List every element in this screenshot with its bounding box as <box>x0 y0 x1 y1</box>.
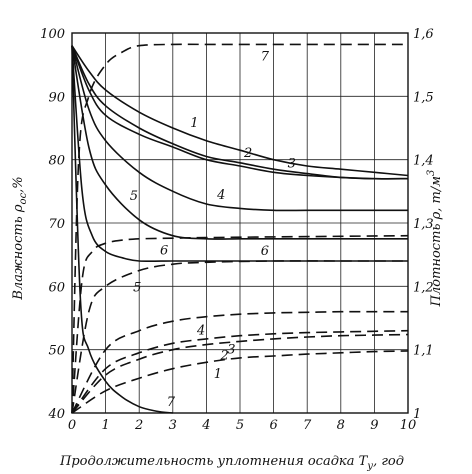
y-right-tick-label: 1,2 <box>413 280 434 295</box>
y-right-tick-label: 1,4 <box>413 154 434 169</box>
curve-label: 7 <box>167 395 176 410</box>
curve-label: 1 <box>190 116 198 131</box>
curve-label: 5 <box>133 280 141 295</box>
x-tick-label: 5 <box>236 418 244 433</box>
y-right-tick-label: 1 <box>413 407 421 422</box>
curve-label: 4 <box>216 188 225 203</box>
y-right-tick-label: 1,3 <box>413 217 434 232</box>
curve-label: 4 <box>196 324 205 339</box>
curves <box>71 43 409 414</box>
x-tick-label: 10 <box>400 418 417 433</box>
x-axis-title: Продолжительность уплотнения осадка Tу, … <box>59 454 404 472</box>
series-moisture-4 <box>71 45 408 212</box>
y-left-tick-label: 80 <box>48 154 65 169</box>
series-density-1 <box>71 350 409 414</box>
grid <box>71 32 409 414</box>
x-tick-label: 0 <box>68 418 76 433</box>
curve-label: 6 <box>160 244 168 259</box>
series-moisture-5 <box>71 45 408 240</box>
y-right-axis-title: Плотность ρ, т/м3 <box>426 170 444 308</box>
curve-label: 1 <box>214 367 222 382</box>
y-right-tick-label: 1,1 <box>413 344 434 359</box>
y-left-tick-label: 40 <box>47 407 65 422</box>
y-left-tick-label: 60 <box>48 280 65 295</box>
series-density-2 <box>71 333 409 414</box>
series-density-5 <box>71 260 408 414</box>
tick-labels: 0 1 2 3 4 5 6 7 8 9 1040506070809010011,11,21,31,4… <box>40 27 434 433</box>
curve-label: 2 <box>243 146 252 161</box>
x-tick-label: 4 <box>201 418 210 433</box>
y-left-axis-title: Влажность ρос,% <box>11 176 29 300</box>
curve-label: 3 <box>227 342 235 357</box>
curve-label: 2 <box>219 349 228 364</box>
y-left-tick-label: 70 <box>48 217 65 232</box>
x-tick-label: 6 <box>269 418 277 433</box>
curve-label: 6 <box>261 244 269 259</box>
y-left-tick-label: 100 <box>40 27 65 42</box>
series-moisture-1 <box>71 45 409 177</box>
y-right-tick-label: 1,5 <box>413 90 434 105</box>
curve-label: 7 <box>261 49 270 64</box>
y-left-tick-label: 90 <box>48 90 65 105</box>
series-density-4 <box>71 310 408 414</box>
x-tick-label: 1 <box>101 418 109 433</box>
series-moisture-7 <box>71 45 173 414</box>
series-density-6 <box>71 234 409 414</box>
x-tick-label: 2 <box>134 418 143 433</box>
y-left-tick-label: 50 <box>48 344 65 359</box>
x-tick-label: 8 <box>337 418 345 433</box>
y-right-tick-label: 1,6 <box>413 27 434 42</box>
plot-frame <box>71 32 409 414</box>
x-tick-label: 7 <box>303 418 312 433</box>
x-tick-label: 9 <box>370 418 378 433</box>
series-density-7 <box>71 43 408 414</box>
x-tick-label: 3 <box>169 418 177 433</box>
curve-label: 5 <box>130 189 138 204</box>
curve-label: 3 <box>288 156 296 171</box>
series-moisture-3 <box>71 45 409 180</box>
series-density-3 <box>71 329 409 414</box>
